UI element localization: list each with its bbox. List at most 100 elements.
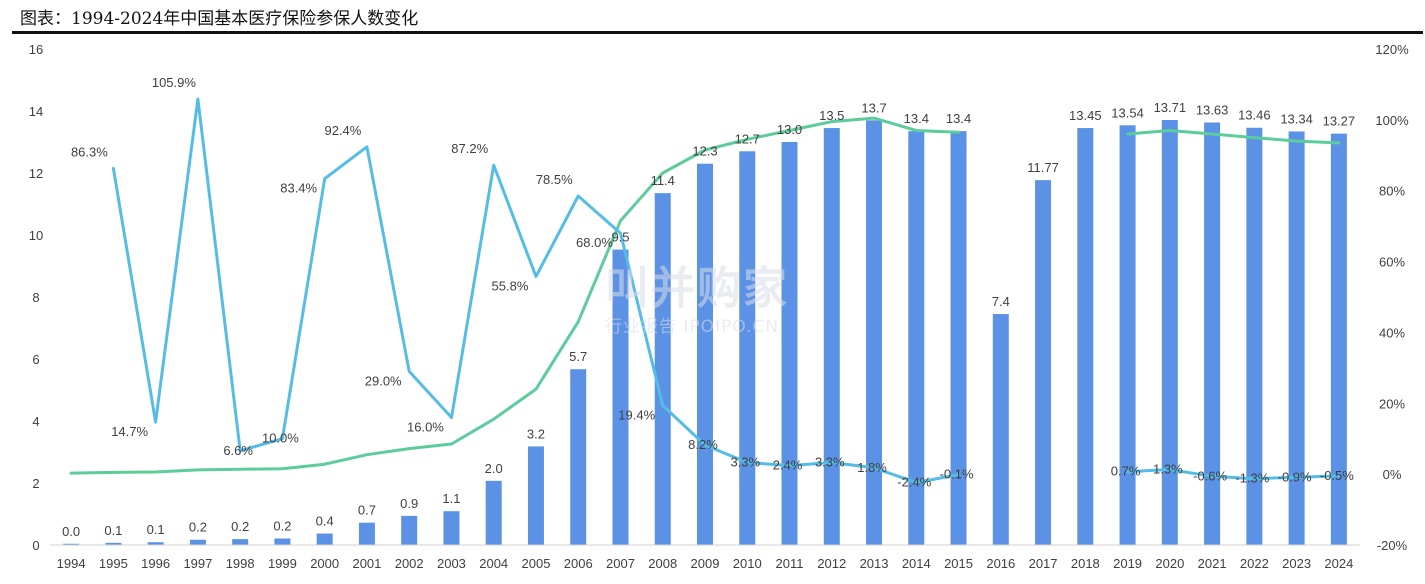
growth-rate-label: -1.3% [1235, 471, 1269, 486]
x-axis-tick-label: 2022 [1240, 556, 1269, 571]
x-axis-tick-label: 2003 [437, 556, 466, 571]
bar-value-label: 13.5 [819, 108, 844, 123]
bar [63, 543, 80, 545]
bar [401, 515, 418, 545]
bar [485, 480, 502, 545]
x-axis-tick-label: 2023 [1282, 556, 1311, 571]
bar-value-label: 13.63 [1196, 102, 1229, 117]
bar [992, 314, 1009, 545]
axes: 0 2 4 6 8 10 12 14 16 -20% 0% 20% 40% 60% 80% 100% 120% 1… [29, 42, 1409, 571]
bar-value-label: 11.77 [1027, 160, 1059, 175]
bar-value-label: 13.7 [861, 100, 886, 115]
bar [1288, 131, 1305, 545]
growth-rate-label: 6.6% [223, 443, 253, 458]
growth-rate-label: 78.5% [536, 172, 573, 187]
x-axis-tick-label: 2014 [902, 556, 931, 571]
bar-series [63, 119, 1347, 546]
bar [866, 120, 883, 546]
x-axis-tick-label: 2018 [1071, 556, 1100, 571]
bar-value-label: 13.46 [1238, 108, 1271, 123]
x-axis-tick-label: 2016 [986, 556, 1015, 571]
bar-value-label: 13.4 [904, 111, 929, 126]
growth-rate-label: 87.2% [451, 141, 488, 156]
left-axis-tick-label: 12 [29, 166, 43, 181]
x-axis-tick-label: 2005 [522, 556, 551, 571]
bar [1246, 127, 1263, 546]
bar-value-label: 13.54 [1111, 105, 1144, 120]
x-axis-tick-label: 2013 [860, 556, 889, 571]
bar [105, 542, 122, 545]
bar-value-label: 9.5 [611, 230, 629, 245]
bar-value-label: 0.2 [231, 519, 249, 534]
right-axis-tick-label: 40% [1379, 325, 1405, 340]
x-axis-tick-label: 1996 [141, 556, 170, 571]
growth-rate-label: 10.0% [262, 431, 299, 446]
x-axis-tick-label: 2002 [395, 556, 424, 571]
bar-value-label: 2.0 [485, 461, 503, 476]
coverage-rate-line [69, 116, 960, 475]
bar-value-label: 3.2 [527, 426, 545, 441]
bar-value-label: 13.27 [1323, 114, 1356, 129]
bar-value-label: 13.71 [1154, 100, 1187, 115]
growth-rate-label: 83.4% [280, 181, 317, 196]
x-axis-tick-label: 2024 [1324, 556, 1353, 571]
right-axis-tick-label: 60% [1379, 255, 1405, 270]
growth-rate-label: 3.3% [730, 454, 760, 469]
bar [443, 511, 460, 545]
x-axis-tick-label: 2006 [564, 556, 593, 571]
growth-rate-label: 0.7% [1111, 464, 1141, 479]
x-axis-tick-label: 2001 [352, 556, 381, 571]
growth-rate-label: 86.3% [71, 144, 108, 159]
x-axis-tick-label: 2008 [648, 556, 677, 571]
right-axis-tick-label: 80% [1379, 184, 1405, 199]
left-axis-tick-label: 8 [32, 290, 39, 305]
growth-rate-label: -0.5% [1320, 468, 1354, 483]
x-axis-tick-label: 2010 [733, 556, 762, 571]
left-axis-tick-label: 6 [32, 352, 39, 367]
growth-rate-label: 1.8% [857, 460, 887, 475]
right-axis-tick-label: 0% [1383, 467, 1402, 482]
bar-value-label: 13.45 [1069, 108, 1102, 123]
bar [570, 369, 587, 545]
bar [1119, 125, 1136, 545]
bar [1077, 128, 1094, 546]
bar [950, 131, 967, 545]
bar-value-label: 0.9 [400, 496, 418, 511]
bar-value-label: 0.0 [62, 524, 80, 539]
growth-rate-label: 1.3% [1153, 462, 1183, 477]
bar-value-label: 12.7 [735, 131, 760, 146]
bar [527, 446, 544, 545]
bar [189, 539, 206, 545]
bar-value-label: 13.0 [777, 122, 802, 137]
x-axis-tick-label: 1998 [226, 556, 255, 571]
growth-rate-label: -0.1% [940, 466, 974, 481]
bar [823, 128, 840, 546]
bar [232, 539, 249, 545]
x-axis-tick-label: 2000 [310, 556, 339, 571]
bar [1161, 119, 1178, 546]
growth-rate-label: 3.3% [815, 454, 845, 469]
x-axis-tick-label: 1994 [57, 556, 86, 571]
growth-rate-label: 2.4% [773, 458, 803, 473]
x-axis-tick-label: 2009 [691, 556, 720, 571]
growth-rate-label: 55.8% [492, 278, 529, 293]
growth-rate-label: 8.2% [688, 437, 718, 452]
left-axis-tick-label: 4 [32, 414, 39, 429]
bar-value-label: 0.2 [189, 520, 207, 535]
bar [147, 542, 164, 545]
bar [358, 522, 375, 545]
growth-rate-label: -0.9% [1278, 469, 1312, 484]
growth-rate-line [1126, 468, 1341, 481]
bar [697, 163, 713, 545]
bar-value-label: 12.3 [692, 144, 717, 159]
growth-rate-label: 29.0% [365, 373, 402, 388]
growth-rate-label: 16.0% [407, 419, 444, 434]
right-axis-tick-label: 120% [1375, 42, 1409, 57]
x-axis-tick-label: 2020 [1155, 556, 1184, 571]
bar-value-label: 0.1 [104, 523, 122, 538]
bar-value-label: 5.7 [569, 349, 587, 364]
coverage-rate-line [1126, 129, 1341, 145]
bar [316, 533, 333, 545]
growth-rate-label: 68.0% [576, 235, 613, 250]
